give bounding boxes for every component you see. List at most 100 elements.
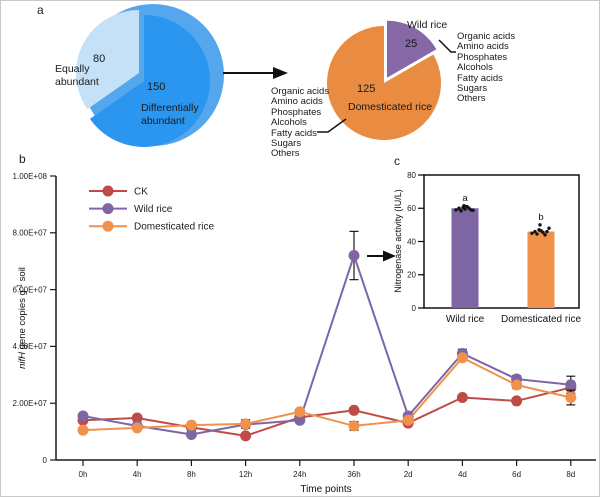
pie-slice-equally-abundant [75,10,139,110]
legend-marker [102,185,114,197]
x-tick-label: 24h [293,470,306,479]
scatter-point [471,208,475,212]
y-tick-label: 20 [407,271,416,280]
scatter-point [457,206,461,210]
pie-left-light-value: 80 [93,53,106,65]
data-point [511,395,523,407]
scatter-point [454,208,458,212]
scatter-point [543,233,547,237]
data-point [456,352,468,364]
scatter-point [538,223,542,227]
x-tick-label: 12h [239,470,252,479]
y-axis-title: nifH gene copies g-1 soil [17,267,29,369]
scatter-point [533,229,537,234]
bar-chart-nitrogenase-activity: 0 20 40 60 80 Nitrogenase activity (IU/L) a Wil… [393,171,581,325]
scatter-point [459,209,463,213]
x-tick-label: 0h [79,470,88,479]
x-tick-label: 36h [347,470,360,479]
pie-slice-wild-rice [387,20,437,78]
data-point [131,422,143,434]
legend-marker [102,203,114,215]
legend-label: CK [134,187,148,198]
pie-chart-abundance [75,4,224,147]
bar-wild-rice [451,208,479,308]
pie-right-dom-value: 125 [357,83,376,95]
data-point [294,406,306,418]
significance-letter: a [462,193,468,204]
line-series-domesticated-rice [77,352,577,436]
pie-right-wild-label: Wild rice [407,19,448,31]
data-point [185,419,197,431]
y-tick-label: 6.00E+07 [13,285,48,294]
panel-b-label: b [19,152,26,166]
data-point [565,379,577,391]
significance-letter: b [538,212,543,223]
data-point [348,250,360,262]
data-point [511,379,523,391]
legend-item-wild-rice: Wild rice [89,203,173,215]
data-point [348,420,360,432]
data-point [456,392,468,404]
x-tick-label: 4d [458,470,467,479]
data-point [240,430,252,442]
scatter-point [463,207,467,211]
pie-left-light-label: Equally abundant [55,63,99,88]
pie-right-wild-value: 25 [405,38,418,50]
x-tick-label: 8h [187,470,196,479]
y-tick-label: 1.00E+08 [13,172,48,181]
y-tick-label: 40 [407,237,416,246]
scatter-point [530,231,534,235]
scatter-point [541,230,545,235]
panel-a-label: a [37,3,44,17]
data-point [402,414,414,426]
y-tick-label: 8.00E+07 [13,229,48,238]
data-point [294,414,306,426]
panel-c-label: c [394,154,400,168]
category-label: Domesticated rice [501,314,581,325]
data-point [77,424,89,436]
plot-box [423,174,580,309]
data-point [77,410,89,422]
data-point [131,412,143,424]
line-series-ck [77,382,577,442]
series-line [82,356,572,432]
pie-right-dom-label: Domesticated rice [348,101,433,113]
bar-domesticated-rice [527,231,555,308]
data-point [348,404,360,416]
y-tick-label: 0 [412,304,417,313]
scatter-point [545,229,549,234]
scatter-point [535,232,539,236]
data-point [565,392,577,404]
pie-chart-rice-metabolites [327,20,441,140]
y-tick-label: 80 [407,171,416,180]
x-tick-label: 8d [566,470,575,479]
series-line [82,252,571,436]
pie-slice-domesticated-rice [327,26,441,140]
legend-item-domesticated-rice: Domesticated rice [89,220,214,233]
pie-left-dark-label: Differentially abundant [141,102,199,127]
y-tick-label: 60 [407,204,416,213]
scatter-point [547,226,551,230]
legend-label: Domesticated rice [134,222,214,233]
line-chart-nifh-gene-copies: 0 2.00E+07 4.00E+07 6.00E+07 8.00E+07 1.00E+0… [13,172,596,495]
y-tick-label: 4.00E+07 [13,342,48,351]
metabolite-list-domesticated: Organic acids Amino acids Phosphates Alc… [271,86,330,160]
category-label: Wild rice [446,314,485,325]
y-tick-label: 0 [43,456,48,465]
legend-item-ck: CK [89,185,148,198]
y-tick-label: 2.00E+07 [13,399,48,408]
x-tick-label: 4h [133,470,142,479]
x-tick-label: 6d [512,470,521,479]
data-point [185,428,197,440]
pie-slice-differentially-abundant [89,15,210,147]
legend-marker [102,220,114,232]
pie-left-dark-value: 150 [147,81,166,93]
metabolite-list-wild: Organic acids Amino acids Phosphates Alc… [457,31,516,105]
legend-label: Wild rice [134,204,173,215]
x-tick-label: 2d [404,470,413,479]
scatter-point [462,204,466,208]
x-axis-title: Time points [300,484,351,495]
series-line [82,386,572,437]
data-point [240,418,252,430]
